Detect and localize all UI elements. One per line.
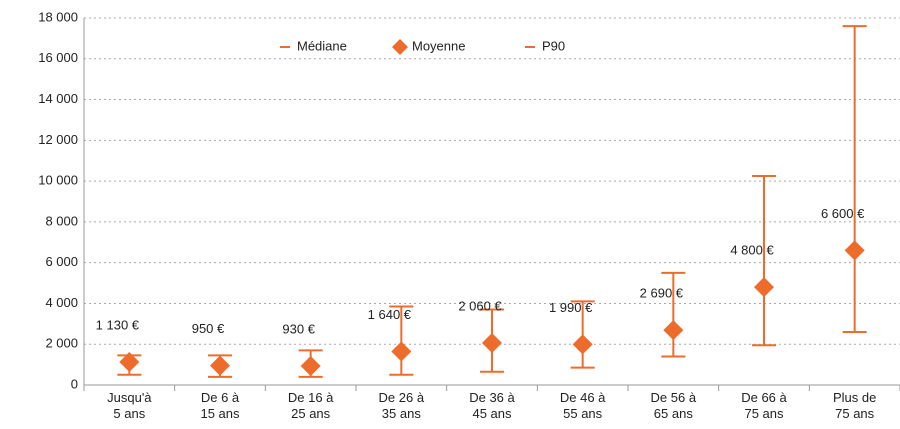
y-tick-label: 14 000 — [38, 91, 78, 106]
x-tick-label: De 16 à 25 ans — [287, 390, 334, 421]
value-label: 1 990 € — [549, 300, 593, 315]
value-label: 1 640 € — [368, 307, 412, 322]
value-label: 2 060 € — [458, 298, 502, 313]
mean-marker — [119, 351, 140, 372]
x-tick-label: De 26 à 35 ans — [378, 390, 425, 421]
y-tick-label: 4 000 — [45, 295, 78, 310]
value-label: 2 690 € — [640, 286, 684, 301]
legend-marker — [392, 39, 408, 55]
value-label: 4 800 € — [730, 243, 774, 258]
legend-label: P90 — [542, 38, 565, 53]
y-tick-label: 10 000 — [38, 173, 78, 188]
value-label: 6 600 € — [821, 206, 865, 221]
value-label: 1 130 € — [96, 317, 140, 332]
legend-label: Médiane — [297, 38, 347, 53]
x-tick-label: De 56 à 65 ans — [650, 390, 697, 421]
y-tick-label: 8 000 — [45, 213, 78, 228]
mean-marker — [663, 320, 684, 341]
mean-marker — [300, 356, 321, 377]
x-tick-label: De 6 à 15 ans — [200, 390, 240, 421]
mean-marker — [754, 277, 774, 298]
x-tick-label: De 36 à 45 ans — [469, 390, 515, 421]
x-tick-label: Plus de 75 ans — [832, 390, 877, 421]
x-tick-label: De 66 à 75 ans — [741, 390, 787, 421]
x-tick-label: Jusqu'à 5 ans — [107, 390, 152, 421]
value-label: 930 € — [282, 321, 315, 336]
mean-marker — [210, 355, 230, 376]
y-tick-label: 12 000 — [38, 132, 78, 147]
y-tick-label: 16 000 — [38, 50, 78, 65]
y-tick-label: 2 000 — [45, 336, 78, 351]
y-tick-label: 0 — [71, 376, 78, 391]
y-tick-label: 6 000 — [45, 254, 78, 269]
y-tick-label: 18 000 — [38, 9, 78, 24]
mean-marker — [482, 332, 502, 353]
mean-marker — [844, 240, 865, 261]
mean-marker — [391, 341, 412, 362]
x-tick-label: De 46 à 55 ans — [559, 390, 606, 421]
legend-label: Moyenne — [412, 38, 465, 53]
mean-marker — [572, 334, 593, 355]
value-label: 950 € — [192, 321, 225, 336]
